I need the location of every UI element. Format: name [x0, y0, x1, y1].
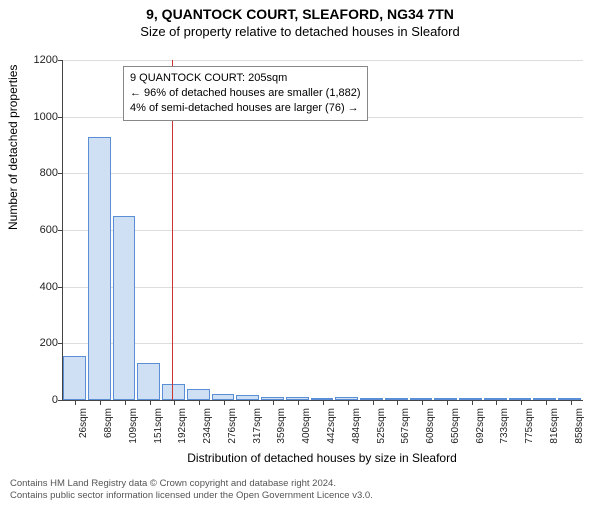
histogram-bar — [558, 398, 581, 400]
xtick-label: 858sqm — [574, 408, 585, 444]
chart-subtitle: Size of property relative to detached ho… — [0, 24, 600, 39]
xtick-label: 525sqm — [376, 408, 387, 444]
histogram-bar — [434, 398, 457, 400]
xtick-label: 567sqm — [400, 408, 411, 444]
xtick-mark — [199, 400, 200, 405]
footer-line-1: Contains HM Land Registry data © Crown c… — [10, 478, 373, 490]
x-axis-label: Distribution of detached houses by size … — [62, 451, 582, 465]
xtick-label: 816sqm — [549, 408, 560, 444]
xtick-mark — [571, 400, 572, 405]
ytick-label: 600 — [0, 224, 58, 236]
histogram-bar — [484, 398, 507, 400]
xtick-label: 608sqm — [425, 408, 436, 444]
xtick-mark — [224, 400, 225, 405]
xtick-label: 151sqm — [153, 408, 164, 444]
histogram-bar — [212, 394, 235, 400]
xtick-mark — [100, 400, 101, 405]
histogram-bar — [410, 398, 433, 400]
xtick-label: 484sqm — [351, 408, 362, 444]
xtick-label: 276sqm — [227, 408, 238, 444]
histogram-bar — [311, 398, 334, 400]
histogram-bar — [261, 397, 284, 400]
annotation-line-2: ← 96% of detached houses are smaller (1,… — [130, 86, 361, 101]
histogram-bar — [360, 398, 383, 400]
xtick-mark — [298, 400, 299, 405]
xtick-label: 109sqm — [128, 408, 139, 444]
grid-line — [63, 60, 583, 61]
xtick-label: 775sqm — [524, 408, 535, 444]
histogram-bar — [88, 137, 111, 401]
histogram-bar — [459, 398, 482, 400]
xtick-label: 442sqm — [326, 408, 337, 444]
grid-line — [63, 173, 583, 174]
footer-attribution: Contains HM Land Registry data © Crown c… — [10, 478, 373, 502]
ytick-mark — [58, 400, 63, 401]
xtick-label: 692sqm — [475, 408, 486, 444]
xtick-mark — [521, 400, 522, 405]
ytick-mark — [58, 287, 63, 288]
xtick-mark — [546, 400, 547, 405]
annotation-line-1: 9 QUANTOCK COURT: 205sqm — [130, 71, 361, 86]
ytick-mark — [58, 173, 63, 174]
xtick-label: 400sqm — [301, 408, 312, 444]
xtick-label: 317sqm — [252, 408, 263, 444]
xtick-mark — [373, 400, 374, 405]
xtick-label: 192sqm — [177, 408, 188, 444]
xtick-label: 359sqm — [276, 408, 287, 444]
xtick-label: 234sqm — [202, 408, 213, 444]
chart-title: 9, QUANTOCK COURT, SLEAFORD, NG34 7TN — [0, 6, 600, 22]
ytick-mark — [58, 117, 63, 118]
ytick-mark — [58, 343, 63, 344]
xtick-mark — [397, 400, 398, 405]
histogram-bar — [236, 395, 259, 400]
xtick-mark — [273, 400, 274, 405]
ytick-label: 400 — [0, 281, 58, 293]
histogram-bar — [385, 398, 408, 400]
xtick-mark — [496, 400, 497, 405]
ytick-label: 1200 — [0, 54, 58, 66]
xtick-mark — [472, 400, 473, 405]
histogram-bar — [63, 356, 86, 400]
grid-line — [63, 287, 583, 288]
ytick-mark — [58, 230, 63, 231]
xtick-label: 733sqm — [499, 408, 510, 444]
xtick-mark — [75, 400, 76, 405]
ytick-label: 200 — [0, 337, 58, 349]
annotation-line-3: 4% of semi-detached houses are larger (7… — [130, 101, 361, 116]
histogram-bar — [509, 398, 532, 400]
xtick-mark — [150, 400, 151, 405]
xtick-mark — [348, 400, 349, 405]
xtick-mark — [249, 400, 250, 405]
xtick-label: 650sqm — [450, 408, 461, 444]
xtick-mark — [174, 400, 175, 405]
ytick-label: 0 — [0, 394, 58, 406]
ytick-mark — [58, 60, 63, 61]
annotation-box: 9 QUANTOCK COURT: 205sqm← 96% of detache… — [123, 66, 368, 121]
histogram-bar — [137, 363, 160, 400]
histogram-bar — [162, 384, 185, 400]
ytick-label: 1000 — [0, 111, 58, 123]
xtick-label: 68sqm — [103, 408, 114, 438]
y-axis-label: Number of detached properties — [6, 65, 20, 230]
histogram-bar — [286, 397, 309, 400]
grid-line — [63, 230, 583, 231]
histogram-bar — [187, 389, 210, 400]
xtick-label: 26sqm — [78, 408, 89, 438]
histogram-bar — [533, 398, 556, 400]
xtick-mark — [323, 400, 324, 405]
grid-line — [63, 343, 583, 344]
xtick-mark — [422, 400, 423, 405]
plot-area: 9 QUANTOCK COURT: 205sqm← 96% of detache… — [62, 60, 583, 401]
histogram-bar — [335, 397, 358, 400]
xtick-mark — [125, 400, 126, 405]
histogram-bar — [113, 216, 136, 400]
ytick-label: 800 — [0, 167, 58, 179]
footer-line-2: Contains public sector information licen… — [10, 490, 373, 502]
xtick-mark — [447, 400, 448, 405]
